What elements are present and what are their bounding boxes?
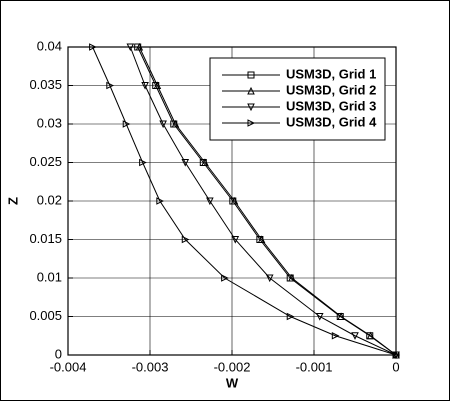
marker — [257, 235, 266, 243]
marker — [181, 159, 190, 167]
marker — [122, 120, 131, 128]
marker — [231, 236, 240, 244]
marker — [126, 43, 135, 52]
y-tick-label: 0.01 — [37, 269, 62, 284]
marker — [159, 120, 167, 129]
marker — [141, 82, 149, 90]
marker — [153, 81, 162, 89]
legend-label: USM3D, Grid 1 — [286, 66, 376, 81]
series-line — [138, 46, 397, 356]
x-tick-label: -0.002 — [214, 359, 251, 374]
legend-box — [209, 57, 386, 141]
x-tick-label: -0.003 — [132, 359, 169, 374]
x-tick-label: -0.004 — [50, 359, 87, 374]
y-tick-label: 0.025 — [29, 154, 62, 169]
marker — [181, 235, 190, 244]
marker — [89, 43, 97, 51]
marker — [171, 119, 180, 128]
marker — [201, 158, 209, 166]
marker — [106, 81, 114, 90]
marker — [331, 331, 340, 340]
y-tick-label: 0 — [55, 346, 62, 361]
marker — [315, 313, 324, 321]
marker — [135, 42, 144, 51]
x-tick-label: 0 — [392, 359, 399, 374]
series-line — [129, 46, 397, 356]
marker — [392, 351, 401, 359]
marker — [230, 196, 239, 205]
marker — [286, 312, 295, 321]
marker — [221, 274, 229, 282]
plot-frame — [67, 46, 397, 356]
y-tick-label: 0.015 — [29, 231, 62, 246]
marker — [156, 197, 164, 205]
marker — [351, 332, 359, 340]
legend-marker — [247, 119, 256, 127]
marker — [139, 158, 147, 167]
legend-marker — [247, 103, 255, 112]
legend-label: USM3D, Grid 3 — [286, 98, 376, 113]
marker — [288, 273, 296, 282]
legend-marker — [247, 86, 255, 95]
series-line — [92, 46, 397, 356]
marker — [265, 274, 274, 283]
x-tick-label: -0.001 — [296, 359, 333, 374]
y-axis-label: Z — [5, 197, 20, 205]
y-tick-label: 0.005 — [29, 308, 62, 323]
legend-marker — [247, 71, 255, 79]
y-tick-label: 0.02 — [37, 192, 62, 207]
legend-label: USM3D, Grid 4 — [286, 114, 377, 129]
y-tick-label: 0.03 — [37, 115, 62, 130]
marker — [206, 197, 214, 206]
y-tick-label: 0.04 — [37, 38, 62, 53]
marker — [366, 331, 375, 340]
marker — [337, 312, 345, 320]
legend-label: USM3D, Grid 2 — [286, 82, 376, 97]
y-tick-label: 0.035 — [29, 77, 62, 92]
x-axis-label: W — [226, 375, 239, 390]
